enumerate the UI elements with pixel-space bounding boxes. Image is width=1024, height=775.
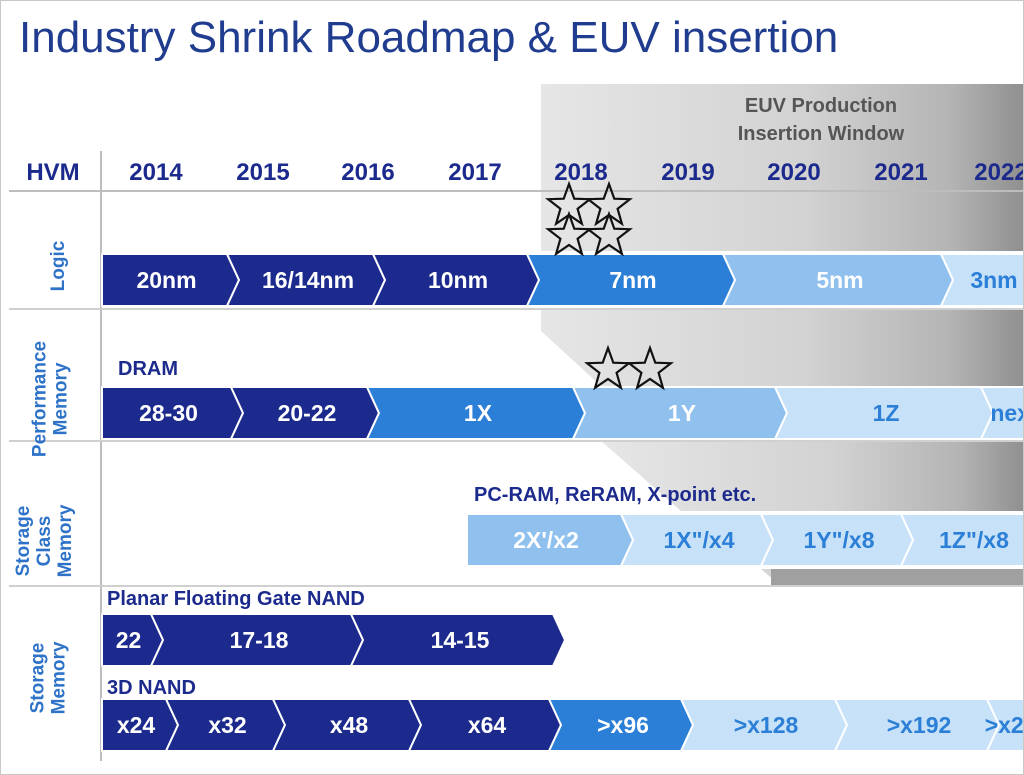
euv-window-band-dram (541, 309, 1023, 386)
year-2018: 2018 (554, 159, 607, 186)
3d-nand-lane: x24 x32 x48 x64 >x96 >x128 >x192 >x256 (101, 698, 1023, 752)
year-2020: 2020 (767, 159, 820, 186)
row-label-storage-memory: Storage Memory (28, 641, 70, 714)
planar-nand-label: Planar Floating Gate NAND (107, 588, 365, 610)
row-label-storage-class-memory: Storage Class Memory (13, 504, 76, 577)
euv-window-label-line2: Insertion Window (738, 123, 905, 145)
nand3d-4-label: >x96 (597, 712, 649, 738)
scm-label: PC-RAM, ReRAM, X-point etc. (474, 484, 756, 506)
planar-nand-lane: 22 17-18 14-15 (101, 613, 567, 667)
nand3d-7-segment (985, 698, 1023, 752)
logic-2-label: 10nm (428, 267, 488, 293)
row-label-line: Logic (48, 240, 69, 291)
euv-window-band-top (541, 84, 1023, 251)
logic-4-label: 5nm (816, 267, 863, 293)
year-2022: 2022 (974, 159, 1023, 186)
dram-euv-star (626, 344, 674, 391)
3d-nand-label: 3D NAND (107, 677, 196, 699)
dram-euv-star (584, 344, 632, 391)
year-2021: 2021 (874, 159, 927, 186)
row-label-line: Performance (30, 341, 51, 457)
nand3d-3-label: x64 (468, 712, 507, 738)
euv-window-band-scm (601, 441, 1023, 511)
planar-2-segment (349, 613, 567, 667)
planar-2-label: 14-15 (431, 627, 490, 653)
scm-lane: 2X'/x2 1X"/x4 1Y"/x8 1Z"/x8 (466, 513, 1023, 567)
year-2017: 2017 (448, 159, 501, 186)
nand3d-2-label: x48 (330, 712, 369, 738)
logic-0-label: 20nm (136, 267, 196, 293)
nand3d-6-label: >x192 (887, 712, 952, 738)
logic-euv-star (585, 210, 633, 257)
dram-4-label: 1Z (873, 400, 900, 426)
dram-lane: 28-30 20-22 1X 1Y 1Z next (101, 386, 1023, 440)
dram-5-label: next (990, 400, 1023, 426)
dram-1-label: 20-22 (278, 400, 337, 426)
nand3d-5-label: >x128 (734, 712, 799, 738)
row-label-line: Class (34, 516, 55, 567)
euv-window-label-line1: EUV Production (745, 95, 897, 117)
dram-0-label: 28-30 (139, 400, 198, 426)
scm-2-label: 1Y"/x8 (803, 527, 874, 553)
row-label-performance-memory: Performance Memory (30, 341, 72, 457)
hvm-label: HVM (26, 159, 79, 186)
logic-1-label: 16/14nm (262, 267, 354, 293)
scm-1-label: 1X"/x4 (663, 527, 734, 553)
scm-0-label: 2X'/x2 (513, 527, 579, 553)
page-title: Industry Shrink Roadmap & EUV insertion (19, 13, 839, 62)
dram-5-segment (979, 386, 1023, 440)
scm-3-label: 1Z"/x8 (939, 527, 1009, 553)
logic-euv-star (545, 210, 593, 257)
logic-lane: 20nm 16/14nm 10nm 7nm 5nm 3nm (101, 253, 1023, 307)
euv-stars (545, 180, 674, 391)
year-2016: 2016 (341, 159, 394, 186)
row-label-line: Storage (13, 506, 34, 577)
dram-label: DRAM (118, 358, 178, 380)
planar-1-label: 17-18 (230, 627, 289, 653)
row-label-line: Storage (28, 643, 49, 714)
nand3d-1-label: x32 (208, 712, 246, 738)
scm-3-segment (899, 513, 1023, 567)
row-label-line: Memory (49, 641, 70, 714)
row-label-line: Memory (51, 362, 72, 435)
logic-5-segment (939, 253, 1023, 307)
row-label-line: Memory (55, 504, 76, 577)
dram-2-label: 1X (464, 400, 493, 426)
nand3d-7-label: >x256 (985, 712, 1023, 738)
logic-5-label: 3nm (970, 267, 1017, 293)
logic-3-label: 7nm (609, 267, 656, 293)
year-2015: 2015 (236, 159, 289, 186)
year-header: 2014 2015 2016 2017 2018 2019 2020 2021 2022 (129, 159, 1023, 186)
year-2014: 2014 (129, 159, 183, 186)
euv-window-band-bottom-strip (771, 569, 1023, 586)
nand3d-0-label: x24 (117, 712, 156, 738)
row-label-logic: Logic (48, 240, 69, 291)
year-2019: 2019 (661, 159, 714, 186)
dram-3-label: 1Y (668, 400, 696, 426)
planar-0-label: 22 (116, 627, 142, 653)
